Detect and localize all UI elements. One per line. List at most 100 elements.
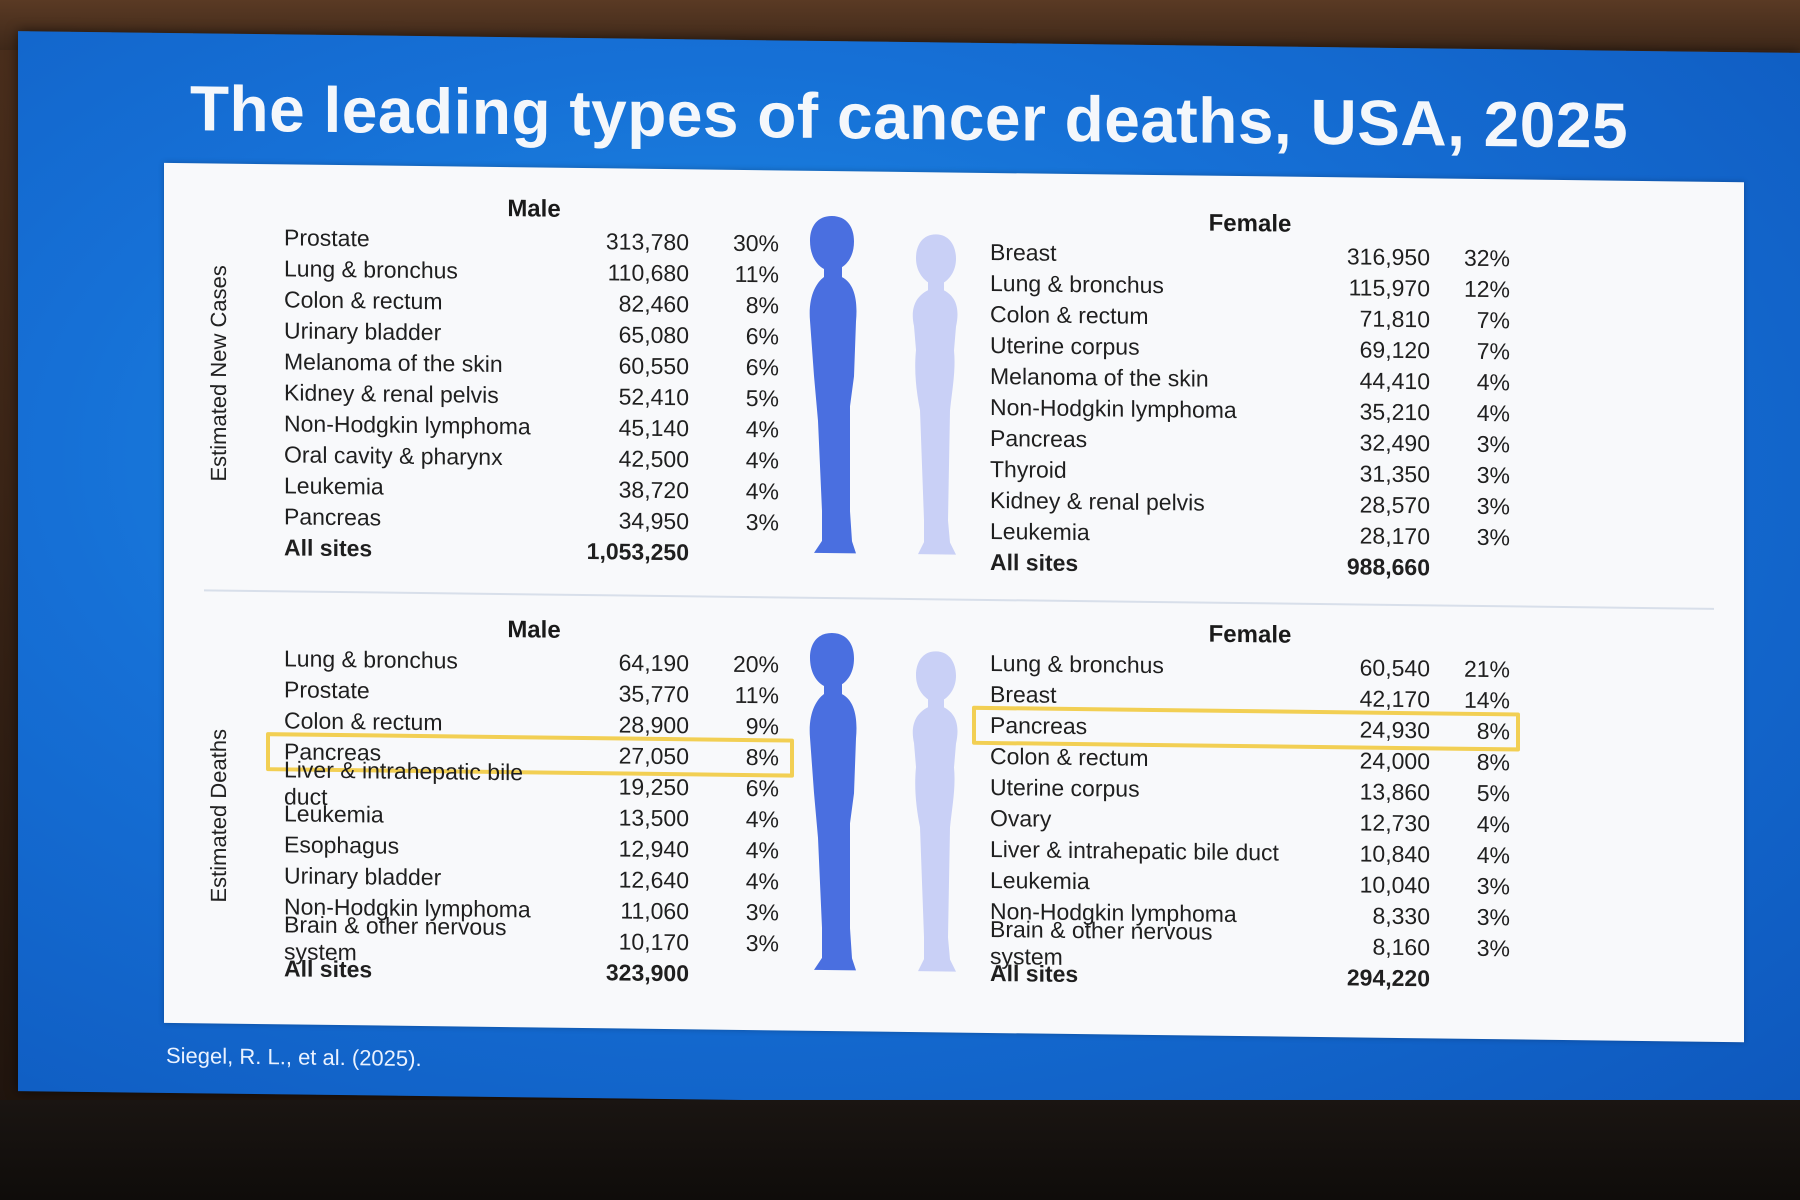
site-name: Pancreas	[990, 424, 1088, 453]
site-name: Oral cavity & pharynx	[284, 441, 503, 471]
total-count: 988,660	[1346, 553, 1430, 581]
total-row: All sites 988,660	[990, 547, 1510, 584]
table-row: Brain & other nervous system 10,170 3%	[284, 911, 784, 965]
citation: Siegel, R. L., et al. (2025).	[166, 1042, 422, 1072]
case-count: 8,330	[1372, 902, 1430, 930]
percentage: 4%	[745, 868, 779, 895]
percentage: 3%	[1476, 903, 1510, 931]
total-count: 323,900	[605, 959, 689, 987]
percentage: 3%	[1476, 492, 1510, 520]
percentage: 12%	[1463, 275, 1510, 303]
case-count: 10,170	[618, 928, 689, 956]
percentage: 21%	[1463, 655, 1510, 683]
percentage: 6%	[745, 323, 779, 350]
site-name: Prostate	[284, 224, 370, 252]
case-count: 35,210	[1359, 398, 1430, 426]
site-name: Urinary bladder	[284, 317, 442, 346]
percentage: 8%	[1476, 748, 1510, 776]
case-count: 60,550	[618, 352, 689, 380]
deaths-female-table: Female Lung & bronchus 60,540 21% Breast 42,…	[972, 618, 1520, 995]
site-name: Urinary bladder	[284, 862, 442, 891]
percentage: 6%	[745, 775, 779, 802]
total-count: 294,220	[1346, 964, 1430, 992]
site-name: Uterine corpus	[990, 773, 1140, 802]
case-count: 12,940	[618, 835, 689, 863]
case-count: 13,860	[1359, 778, 1430, 806]
site-name: Ovary	[990, 804, 1052, 832]
site-name: Leukemia	[284, 800, 384, 828]
case-count: 31,350	[1359, 460, 1430, 488]
site-name: Lung & bronchus	[284, 645, 458, 674]
site-name: Colon & rectum	[990, 300, 1149, 329]
site-name: Melanoma of the skin	[990, 362, 1209, 392]
percentage: 20%	[732, 650, 779, 678]
total-label: All sites	[990, 548, 1079, 577]
percentage: 4%	[1476, 841, 1510, 869]
site-name: Prostate	[284, 676, 370, 704]
case-count: 60,540	[1359, 654, 1430, 682]
table-row: Brain & other nervous system 8,160 3%	[990, 915, 1510, 969]
male-silhouette-icon	[809, 216, 857, 554]
site-name: Kidney & renal pelvis	[990, 486, 1205, 516]
case-count: 12,640	[618, 866, 689, 894]
total-count: 1,053,250	[586, 538, 689, 566]
percentage: 3%	[745, 930, 779, 957]
percentage: 4%	[745, 416, 779, 443]
percentage: 4%	[1476, 368, 1510, 396]
case-count: 52,410	[618, 383, 689, 411]
case-count: 11,060	[620, 897, 689, 925]
new-cases-male-rows: Prostate 313,780 30% Lung & bronchus 110,680…	[284, 222, 784, 569]
case-count: 82,460	[618, 290, 689, 318]
case-count: 24,000	[1359, 747, 1430, 775]
site-name: Brain & other nervous system	[284, 910, 507, 965]
percentage: 4%	[745, 806, 779, 833]
site-name: Uterine corpus	[990, 331, 1140, 360]
site-name: Lung & bronchus	[990, 269, 1164, 299]
percentage: 4%	[745, 478, 779, 505]
case-count: 313,780	[605, 228, 689, 256]
case-count: 42,500	[618, 445, 689, 473]
percentage: 32%	[1463, 244, 1510, 272]
case-count: 19,250	[618, 773, 689, 801]
deaths-male-rows: Lung & bronchus 64,190 20% Prostate 35,770 11…	[266, 643, 794, 990]
percentage: 5%	[1476, 779, 1510, 807]
site-name: Kidney & renal pelvis	[284, 379, 499, 408]
percentage: 7%	[1476, 337, 1510, 365]
case-count: 44,410	[1359, 367, 1430, 395]
section-label-deaths: Estimated Deaths	[206, 728, 231, 903]
case-count: 45,140	[618, 414, 689, 442]
percentage: 4%	[1476, 810, 1510, 838]
section-deaths: Estimated Deaths Male Lung & bronchus 64,…	[164, 590, 1744, 1042]
deaths-female-rows: Lung & bronchus 60,540 21% Breast 42,170 14% P…	[972, 648, 1520, 995]
case-count: 65,080	[618, 321, 689, 349]
case-count: 28,170	[1359, 522, 1430, 550]
case-count: 115,970	[1348, 274, 1430, 302]
site-name: Esophagus	[284, 831, 400, 859]
case-count: 12,730	[1359, 809, 1430, 837]
room-background-bottom	[0, 1100, 1800, 1200]
case-count: 13,500	[618, 804, 689, 832]
female-silhouette-icon	[912, 651, 958, 972]
case-count: 34,950	[618, 507, 689, 535]
percentage: 11%	[734, 681, 779, 709]
percentage: 3%	[1476, 430, 1510, 458]
percentage: 3%	[1476, 461, 1510, 489]
percentage: 3%	[1476, 934, 1510, 962]
table-row: Leukemia 28,170 3%	[990, 516, 1510, 553]
percentage: 3%	[745, 899, 779, 926]
site-name: Colon & rectum	[284, 286, 443, 315]
case-count: 71,810	[1359, 305, 1430, 333]
percentage: 11%	[734, 260, 779, 288]
total-label: All sites	[284, 534, 373, 562]
percentage: 5%	[745, 385, 779, 412]
percentage: 3%	[1476, 872, 1510, 900]
slide-title: The leading types of cancer deaths, USA,…	[189, 72, 1629, 162]
site-name: Leukemia	[284, 472, 384, 500]
site-name: Leukemia	[990, 866, 1090, 895]
percentage: 8%	[745, 292, 779, 319]
data-panel: Estimated New Cases Male Prostate 313,780…	[164, 162, 1744, 1043]
table-row: Pancreas 34,950 3%	[284, 501, 784, 538]
site-name: Thyroid	[990, 455, 1067, 483]
percentage: 4%	[745, 837, 779, 864]
case-count: 10,840	[1359, 840, 1430, 868]
